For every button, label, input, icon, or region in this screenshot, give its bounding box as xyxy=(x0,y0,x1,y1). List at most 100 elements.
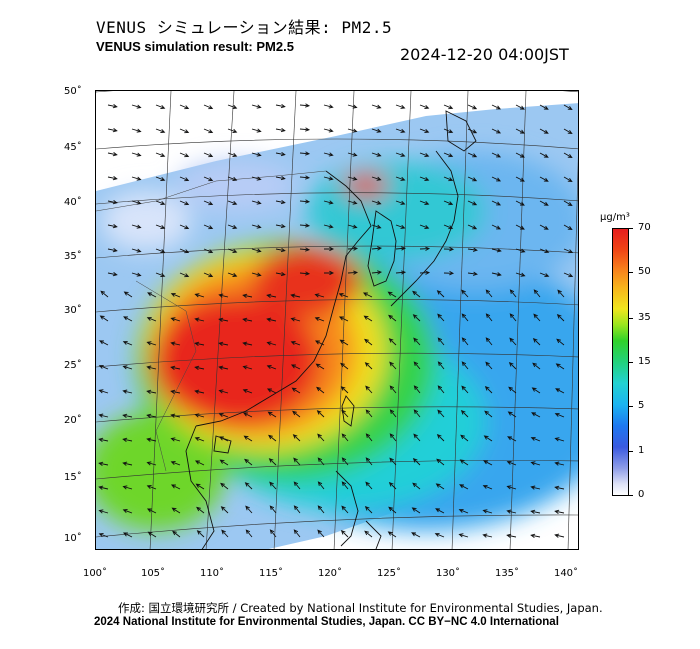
wind-arrow xyxy=(482,509,493,514)
y-axis-label: 40˚ xyxy=(64,197,82,208)
wind-arrow xyxy=(146,508,157,514)
wind-arrow xyxy=(341,409,349,418)
wind-arrow xyxy=(251,248,262,253)
china-coast xyxy=(195,170,372,427)
wind-arrow xyxy=(443,224,454,230)
wind-arrow xyxy=(172,530,181,538)
latitude-line xyxy=(96,406,578,423)
wind-arrow xyxy=(299,271,311,276)
wind-arrow xyxy=(554,509,565,514)
wind-arrow xyxy=(179,176,190,182)
wind-arrow xyxy=(266,317,277,322)
wind-arrow xyxy=(515,272,526,277)
wind-arrow xyxy=(443,247,455,252)
wind-arrow xyxy=(146,316,157,322)
wind-arrow xyxy=(195,483,205,490)
wind-arrow xyxy=(268,434,277,442)
wind-arrow xyxy=(155,152,166,157)
wind-arrow xyxy=(371,246,383,251)
wind-arrow xyxy=(365,457,373,466)
wind-arrow xyxy=(146,413,157,418)
colorbar-tick-label: 5 xyxy=(638,400,645,411)
pm25-field xyxy=(96,103,578,549)
wind-arrow xyxy=(146,484,157,490)
wind-arrow xyxy=(339,339,349,346)
wind-arrow xyxy=(290,340,301,346)
wind-arrow xyxy=(251,272,262,277)
wind-arrow xyxy=(460,434,469,442)
wind-arrow xyxy=(323,128,334,133)
wind-arrow xyxy=(482,484,493,490)
wind-arrow xyxy=(203,128,214,134)
wind-arrow xyxy=(179,104,190,110)
wind-arrow xyxy=(218,365,229,370)
wind-arrow xyxy=(413,337,421,346)
wind-arrow xyxy=(555,388,565,394)
colorbar-tick-mark xyxy=(629,228,633,229)
wind-arrow xyxy=(371,152,382,157)
wind-arrow xyxy=(292,434,301,442)
wind-arrow xyxy=(123,291,133,298)
wind-arrow xyxy=(107,200,118,205)
wind-arrow xyxy=(275,127,286,133)
wind-arrow xyxy=(314,340,325,346)
wind-arrow xyxy=(419,270,431,275)
wind-arrow xyxy=(484,385,493,394)
wind-arrow xyxy=(467,247,478,252)
wind-arrow xyxy=(458,508,469,514)
wind-arrow xyxy=(363,315,373,322)
wind-arrow xyxy=(203,224,214,230)
wind-arrow xyxy=(317,481,325,490)
wind-arrow xyxy=(131,152,142,157)
x-axis-label: 100˚ xyxy=(82,568,108,579)
wind-arrow xyxy=(365,433,373,442)
wind-arrow xyxy=(388,481,397,490)
wind-arrow xyxy=(461,313,469,322)
wind-arrow xyxy=(292,410,301,418)
wind-arrow xyxy=(155,128,166,133)
wind-arrow xyxy=(131,128,142,133)
wind-arrow xyxy=(347,152,358,157)
wind-arrow xyxy=(483,460,493,466)
map-svg xyxy=(96,91,578,549)
wind-arrow xyxy=(275,199,286,205)
wind-arrow xyxy=(413,409,421,418)
wind-arrow xyxy=(299,175,311,180)
wind-arrow xyxy=(242,388,253,394)
wind-arrow xyxy=(170,365,181,370)
wind-arrow xyxy=(347,224,358,229)
colorbar-tick-label: 1 xyxy=(638,445,645,456)
wind-arrow xyxy=(155,272,166,277)
hainan-coast xyxy=(213,435,232,454)
wind-arrow xyxy=(506,509,517,514)
wind-arrow xyxy=(419,104,430,110)
longitude-line xyxy=(149,91,172,549)
wind-arrow xyxy=(293,529,301,538)
wind-arrow xyxy=(340,362,349,370)
wind-arrow xyxy=(266,293,277,298)
wind-arrow xyxy=(491,104,502,110)
wind-arrow xyxy=(395,176,406,181)
colorbar-gradient xyxy=(612,228,629,496)
wind-arrow xyxy=(323,152,334,157)
wind-arrow xyxy=(317,505,325,514)
wind-arrow xyxy=(98,485,109,490)
x-axis-label: 130˚ xyxy=(435,568,461,579)
wind-arrow xyxy=(179,224,190,230)
wind-arrow xyxy=(122,437,133,442)
wind-arrow xyxy=(227,200,238,205)
wind-arrow xyxy=(242,293,253,298)
x-axis-label: 115˚ xyxy=(258,568,284,579)
japan-coast xyxy=(390,110,477,307)
wind-arrow xyxy=(563,200,573,207)
wind-arrow xyxy=(533,289,541,298)
wind-arrow xyxy=(388,506,397,514)
wind-arrow xyxy=(482,533,493,538)
wind-arrow xyxy=(491,176,502,182)
wind-arrow xyxy=(155,248,166,253)
wind-arrow xyxy=(364,362,373,370)
wind-arrow xyxy=(290,364,301,370)
wind-arrow xyxy=(467,200,478,206)
wind-arrow xyxy=(147,531,157,538)
wind-arrow xyxy=(411,532,421,538)
